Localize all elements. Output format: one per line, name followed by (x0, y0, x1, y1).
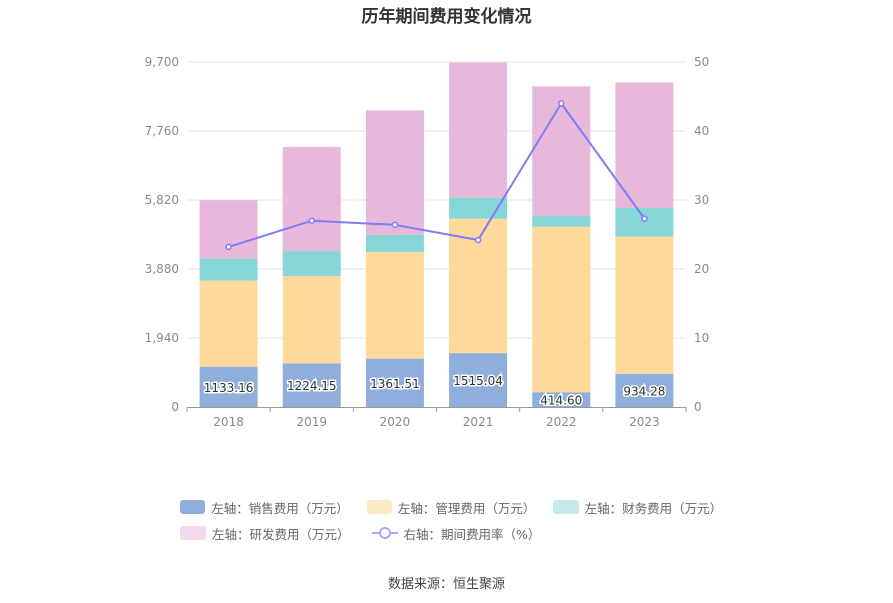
line-point (225, 243, 232, 251)
chart-plot: 0 0 1,940 10 3,880 20 5,820 30 7,760 40 9,700 50 201… (145, 55, 710, 429)
x-axis-tick-label: 2021 (463, 415, 494, 429)
legend-line-marker-icon (371, 527, 398, 539)
legend: 左轴：销售费用（万元） 左轴：管理费用（万元） 左轴：财务费用（万元） 左轴：研… (180, 494, 740, 546)
line-point (308, 217, 315, 224)
bar-segment (532, 215, 591, 227)
bar-segment (532, 392, 591, 407)
legend-item-sales[interactable]: 左轴：销售费用（万元） (180, 498, 349, 517)
bar-segment (449, 197, 508, 219)
legend-item-admin[interactable]: 左轴：管理费用（万元） (366, 498, 536, 517)
data-label: 934.28 (623, 384, 665, 398)
data-labels: 1133.16 1224.15 1361.51 1515.04 414.60 934.28 (202, 373, 667, 410)
bar-segment (365, 234, 424, 252)
legend-label-sales: 左轴：销售费用（万元） (211, 500, 349, 516)
x-axis-tick-label: 2019 (296, 415, 327, 429)
axes: 0 0 1,940 10 3,880 20 5,820 30 7,760 40 9,700 50 201… (145, 55, 710, 429)
right-axis-tick-label: 40 (694, 124, 709, 138)
chart-title: 历年期间费用变化情况 (361, 7, 532, 27)
x-axis-tick-label: 2018 (213, 415, 244, 429)
right-axis-tick-label: 10 (694, 331, 709, 345)
gridlines (187, 61, 686, 339)
bar-segment (615, 208, 674, 237)
x-axis-tick-label: 2020 (380, 415, 411, 429)
x-axis-tick-label: 2022 (546, 415, 577, 429)
legend-label-ratio: 右轴：期间费用率（%） (403, 526, 541, 542)
data-label: 1133.16 (204, 381, 254, 395)
left-axis-tick-label: 0 (171, 400, 179, 414)
legend-swatch-sales (180, 500, 206, 514)
line-point (391, 221, 399, 229)
legend-label-rd: 左轴：研发费用（万元） (212, 526, 350, 542)
data-label: 1361.51 (370, 377, 420, 391)
bar-segment (532, 86, 591, 216)
bar-segment (365, 358, 424, 407)
bar-segment (615, 373, 674, 407)
right-axis-tick-label: 0 (694, 400, 702, 414)
bar-segment (282, 146, 341, 252)
data-label: 1224.15 (287, 379, 337, 393)
bar-segment (615, 236, 674, 374)
right-axis-tick-label: 20 (694, 262, 709, 276)
bar-segment (449, 353, 508, 407)
legend-item-finance[interactable]: 左轴：财务费用（万元） (553, 498, 723, 517)
line-point (641, 215, 648, 222)
bar-segment (532, 226, 591, 393)
bar-stack-group (199, 62, 674, 407)
bar-segment (199, 366, 258, 407)
legend-label-finance: 左轴：财务费用（万元） (584, 500, 723, 516)
right-axis-tick-label: 50 (694, 55, 709, 69)
legend-item-ratio[interactable]: 右轴：期间费用率（%） (371, 524, 541, 543)
bar-segment (282, 363, 341, 407)
bar-segment (282, 275, 341, 364)
left-axis-tick-label: 1,940 (145, 331, 179, 345)
bar-segment (449, 62, 508, 198)
bar-segment (365, 251, 424, 359)
expense-ratio-line (228, 101, 646, 248)
legend-item-rd[interactable]: 左轴：研发费用（万元） (180, 524, 350, 543)
right-axis-tick-label: 30 (694, 193, 709, 207)
legend-swatch-rd (180, 526, 206, 540)
source-note: 数据来源：恒生聚源 (387, 577, 505, 592)
expense-ratio-line-group (225, 100, 648, 251)
left-axis-tick-label: 7,760 (145, 124, 179, 138)
line-point (474, 236, 482, 244)
bar-segment (615, 82, 674, 209)
bar-segment (365, 110, 424, 235)
bar-segment (199, 258, 258, 281)
line-point (558, 100, 565, 107)
left-axis-tick-label: 5,820 (145, 193, 179, 207)
x-axis-tick-label: 2023 (629, 415, 660, 429)
legend-swatch-admin (366, 500, 392, 514)
bar-segment (282, 251, 341, 276)
data-label: 1515.04 (453, 374, 503, 388)
left-axis-tick-label: 3,880 (145, 262, 179, 276)
data-label: 414.60 (540, 394, 582, 408)
legend-label-admin: 左轴：管理费用（万元） (397, 500, 536, 516)
left-axis-tick-label: 9,700 (145, 55, 179, 69)
bar-segment (199, 280, 258, 367)
legend-swatch-finance (553, 500, 579, 514)
